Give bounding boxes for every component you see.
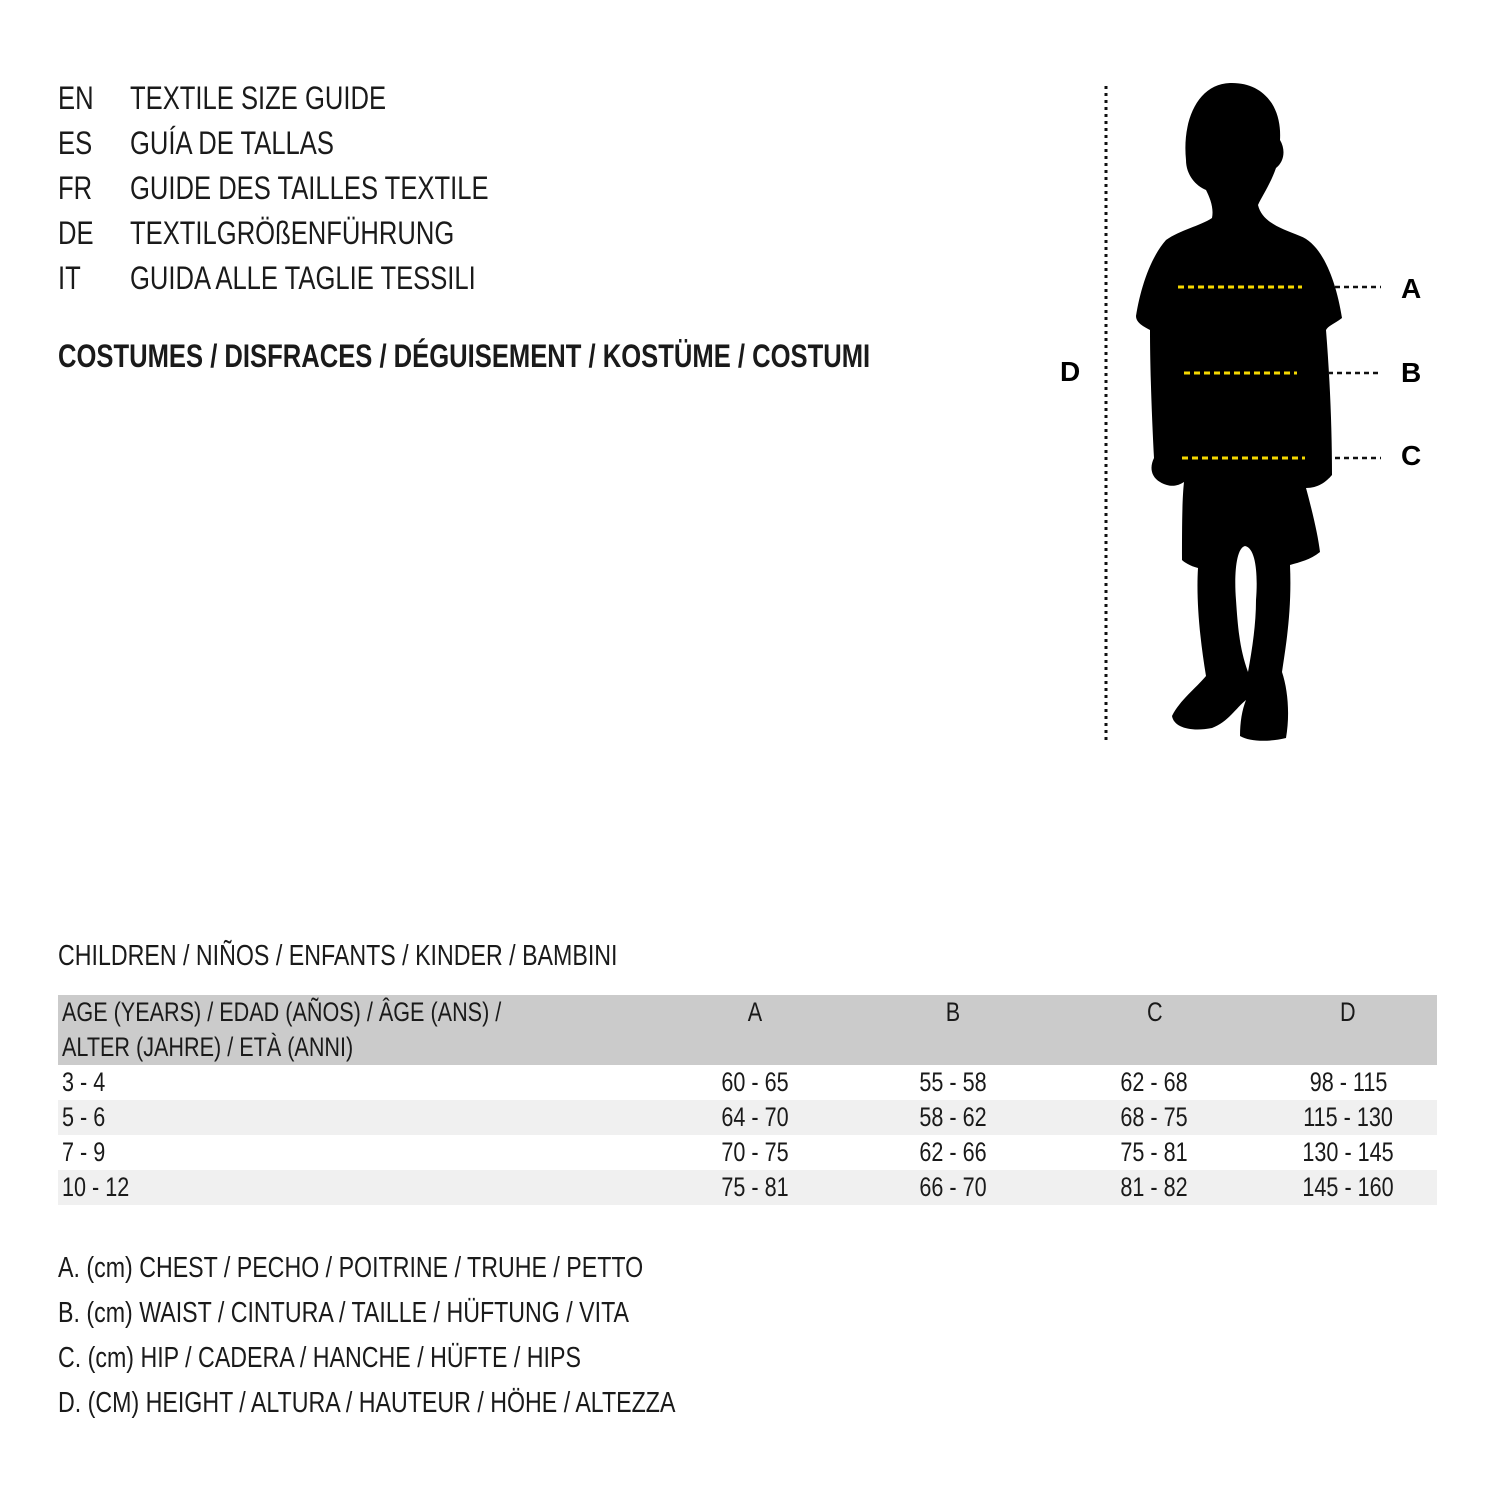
- lang-code-it: IT: [58, 260, 81, 296]
- lang-code-de: DE: [58, 215, 94, 251]
- label-c: C: [1401, 440, 1421, 471]
- legend-item-waist: B. (cm) WAIST / CINTURA / TAILLE / HÜFTU…: [58, 1297, 630, 1329]
- b-cell: 66 - 70: [856, 1170, 1050, 1205]
- title-es: GUÍA DE TALLAS: [130, 125, 334, 161]
- c-cell: 62 - 68: [1120, 1067, 1189, 1097]
- section-title: CHILDREN / NIÑOS / ENFANTS / KINDER / BA…: [58, 940, 618, 972]
- col-header-d: D: [1259, 995, 1437, 1065]
- a-cell: 64 - 70: [654, 1100, 857, 1135]
- table-row: 10 - 12 75 - 81 66 - 70 81 - 82 145 - 16…: [58, 1170, 1437, 1205]
- title-fr: GUIDE DES TAILLES TEXTILE: [130, 170, 489, 206]
- d-cell: 98 - 115: [1309, 1067, 1387, 1097]
- lang-code-es: ES: [58, 125, 93, 161]
- age-cell: 10 - 12: [58, 1170, 655, 1205]
- legend-list: A. (cm) CHEST / PECHO / POITRINE / TRUHE…: [58, 1246, 830, 1426]
- table-row: 7 - 9 70 - 75 62 - 66 75 - 81 130 - 145: [58, 1135, 1437, 1170]
- label-a: A: [1401, 273, 1421, 304]
- d-cell: 130 - 145: [1302, 1137, 1394, 1167]
- age-cell: 7 - 9: [62, 1137, 106, 1167]
- title-en: TEXTILE SIZE GUIDE: [130, 80, 387, 116]
- child-silhouette-figure: A B C D: [1060, 82, 1421, 742]
- d-cell: 115 - 130: [1259, 1100, 1437, 1135]
- col-header-c: C: [1049, 995, 1260, 1065]
- table-row: 5 - 6 64 - 70 58 - 62 68 - 75 115 - 130: [58, 1100, 1437, 1135]
- b-cell: 58 - 62: [856, 1100, 1050, 1135]
- a-cell: 75 - 81: [654, 1170, 857, 1205]
- lang-code-en: EN: [58, 80, 94, 116]
- child-silhouette-icon: [1136, 82, 1342, 741]
- d-cell: 145 - 160: [1259, 1170, 1437, 1205]
- c-cell: 81 - 82: [1049, 1170, 1260, 1205]
- table-row: 3 - 4 60 - 65 55 - 58 62 - 68 98 - 115: [58, 1065, 1437, 1100]
- table-header-row: AGE (YEARS) / EDAD (AÑOS) / ÂGE (ANS) / A…: [58, 995, 1437, 1065]
- label-b: B: [1401, 357, 1421, 388]
- col-header-a: A: [654, 995, 857, 1065]
- age-cell: 5 - 6: [58, 1100, 655, 1135]
- b-cell: 55 - 58: [919, 1067, 987, 1097]
- b-cell: 62 - 66: [919, 1137, 987, 1167]
- legend-item-hip: C. (cm) HIP / CADERA / HANCHE / HÜFTE / …: [58, 1342, 581, 1374]
- col-header-b: B: [856, 995, 1050, 1065]
- label-d: D: [1060, 356, 1080, 387]
- legend-item-height: D. (CM) HEIGHT / ALTURA / HAUTEUR / HÖHE…: [58, 1387, 676, 1419]
- category-title: COSTUMES / DISFRACES / DÉGUISEMENT / KOS…: [58, 338, 871, 374]
- c-cell: 68 - 75: [1049, 1100, 1260, 1135]
- a-cell: 70 - 75: [721, 1137, 789, 1167]
- title-de: TEXTILGRÖßENFÜHRUNG: [130, 215, 455, 251]
- c-cell: 75 - 81: [1120, 1137, 1189, 1167]
- legend-item-chest: A. (cm) CHEST / PECHO / POITRINE / TRUHE…: [58, 1252, 644, 1284]
- age-cell: 3 - 4: [62, 1067, 106, 1097]
- age-header: AGE (YEARS) / EDAD (AÑOS) / ÂGE (ANS) / A…: [58, 995, 655, 1065]
- a-cell: 60 - 65: [721, 1067, 789, 1097]
- size-table: AGE (YEARS) / EDAD (AÑOS) / ÂGE (ANS) / A…: [58, 995, 1437, 1205]
- lang-code-fr: FR: [58, 170, 93, 206]
- title-it: GUIDA ALLE TAGLIE TESSILI: [130, 260, 476, 296]
